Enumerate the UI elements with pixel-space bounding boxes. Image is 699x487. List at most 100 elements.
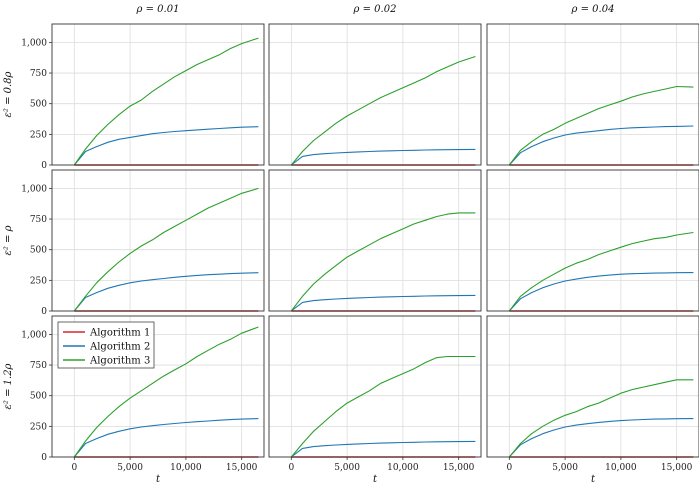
data-point-algorithm-3 [208,59,209,60]
panel-frame [51,23,265,166]
data-point-algorithm-2 [324,299,325,300]
data-point-algorithm-3 [163,376,164,377]
data-point-algorithm-2 [241,127,242,128]
data-point-algorithm-2 [665,273,666,274]
x-tick-label: 10,000 [170,463,202,473]
data-point-algorithm-2 [632,128,633,129]
data-point-algorithm-2 [391,296,392,297]
data-point-algorithm-3 [475,213,476,214]
data-point-algorithm-3 [621,393,622,394]
data-point-algorithm-3 [665,382,666,383]
data-point-algorithm-3 [336,123,337,124]
data-point-algorithm-3 [197,214,198,215]
data-point-algorithm-2 [186,276,187,277]
y-tick-label: 750 [30,69,47,79]
data-point-algorithm-3 [241,193,242,194]
data-point-algorithm-3 [358,397,359,398]
x-tick-label: 10,000 [387,463,419,473]
data-point-algorithm-2 [219,128,220,129]
data-point-algorithm-3 [230,339,231,340]
data-point-algorithm-3 [336,265,337,266]
x-axis-label: t [373,474,378,485]
data-point-algorithm-3 [632,243,633,244]
data-point-algorithm-2 [107,434,108,435]
data-point-algorithm-2 [425,442,426,443]
data-point-algorithm-2 [531,438,532,439]
data-point-algorithm-2 [336,299,337,300]
data-point-algorithm-2 [347,152,348,153]
x-tick-label: 5,000 [334,463,360,473]
column-title: ρ = 0.02 [353,4,397,15]
data-point-algorithm-2 [208,421,209,422]
data-point-algorithm-2 [219,420,220,421]
data-point-algorithm-2 [96,146,97,147]
data-point-algorithm-3 [197,356,198,357]
data-point-algorithm-3 [425,362,426,363]
data-point-algorithm-2 [531,292,532,293]
subplot-r2-c0: 0 250 500 750 1,000 0 5,000 10,000 15,000 t [21,315,265,485]
data-point-algorithm-2 [414,150,415,151]
data-point-algorithm-3 [219,203,220,204]
data-point-algorithm-2 [336,445,337,446]
data-point-algorithm-2 [163,278,164,279]
y-tick-label: 1,000 [21,38,47,48]
y-tick-label: 250 [30,130,47,140]
data-point-algorithm-3 [130,106,131,107]
data-point-algorithm-3 [587,406,588,407]
data-point-algorithm-3 [380,238,381,239]
data-point-algorithm-3 [119,262,120,263]
data-point-algorithm-3 [391,233,392,234]
panel-frame [51,169,265,312]
data-point-algorithm-3 [85,441,86,442]
data-point-algorithm-2 [347,444,348,445]
data-point-algorithm-2 [313,446,314,447]
y-tick-label: 250 [30,276,47,286]
data-point-algorithm-3 [598,403,599,404]
plot-area [487,316,699,457]
data-point-algorithm-3 [576,263,577,264]
data-point-algorithm-3 [324,421,325,422]
y-tick-label: 750 [30,215,47,225]
x-tick-label: 15,000 [226,463,258,473]
data-point-algorithm-3 [403,373,404,374]
y-tick-label: 500 [30,246,47,256]
data-point-algorithm-2 [324,153,325,154]
series-line-algorithm-2 [73,272,259,312]
data-point-algorithm-3 [436,72,437,73]
data-point-algorithm-2 [391,442,392,443]
y-tick-label: 0 [41,161,47,171]
x-tick-label: 0 [506,463,512,473]
data-point-algorithm-2 [531,146,532,147]
data-point-algorithm-3 [141,100,142,101]
data-point-algorithm-2 [403,296,404,297]
data-point-algorithm-3 [107,271,108,272]
data-point-algorithm-3 [219,54,220,55]
data-point-algorithm-3 [85,149,86,150]
data-point-algorithm-2 [336,153,337,154]
data-point-algorithm-2 [107,288,108,289]
data-point-algorithm-3 [347,403,348,404]
data-point-algorithm-3 [665,89,666,90]
data-point-algorithm-3 [542,134,543,135]
plot-area [487,24,699,165]
data-point-algorithm-2 [554,138,555,139]
data-point-algorithm-2 [693,126,694,127]
data-point-algorithm-2 [197,130,198,131]
x-tick-label: 5,000 [117,463,143,473]
data-point-algorithm-3 [107,124,108,125]
data-point-algorithm-2 [598,276,599,277]
legend-label: Algorithm 2 [89,342,150,353]
data-point-algorithm-2 [425,150,426,151]
data-point-algorithm-3 [313,284,314,285]
data-point-algorithm-3 [258,188,259,189]
data-point-algorithm-3 [531,287,532,288]
data-point-algorithm-2 [554,430,555,431]
series-line-algorithm-3 [508,379,694,458]
data-point-algorithm-2 [258,272,259,273]
data-point-algorithm-2 [403,442,404,443]
data-point-algorithm-3 [302,296,303,297]
data-point-algorithm-2 [391,150,392,151]
series-line-algorithm-3 [73,326,259,458]
series-line-algorithm-3 [73,37,259,166]
x-tick-label: 5,000 [552,463,578,473]
